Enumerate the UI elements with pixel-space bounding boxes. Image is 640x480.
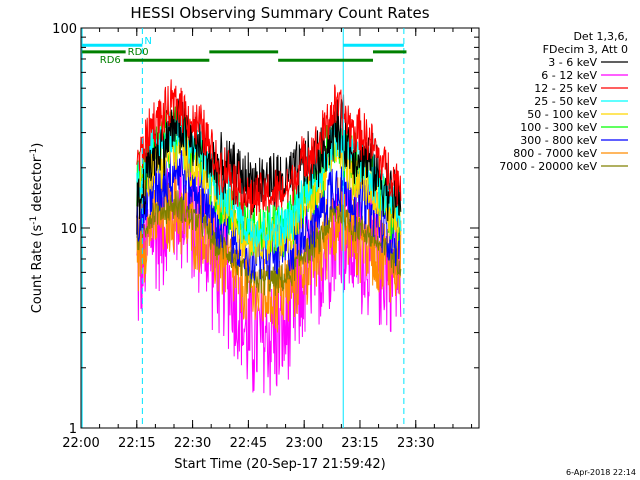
x-tick-label: 23:00 [285, 436, 322, 451]
legend-entry-label: 3 - 6 keV [548, 56, 597, 69]
x-axis-label: Start Time (20-Sep-17 21:59:42) [174, 457, 385, 472]
y-label-part3: ) [30, 143, 45, 148]
legend-entry-label: 300 - 800 keV [520, 134, 597, 147]
legend-header-2: FDecim 3, Att 0 [543, 43, 628, 56]
x-tick-label: 22:00 [62, 436, 99, 451]
series-layer [136, 79, 402, 396]
status-bar-label: RD6 [100, 55, 121, 66]
y-label-sup1: -1 [29, 216, 39, 225]
x-tick-label: 23:30 [397, 436, 434, 451]
legend-entry-label: 50 - 100 keV [527, 108, 597, 121]
status-bar-label: N [144, 36, 151, 47]
x-axis: 22:00 22:15 22:30 22:45 23:00 23:15 23:30 [62, 28, 473, 451]
y-label-part2: detector [30, 156, 45, 216]
y-label-sup2: -1 [29, 148, 39, 157]
footer-timestamp: 6-Apr-2018 22:14 [566, 468, 636, 477]
x-tick-label: 23:15 [341, 436, 378, 451]
y-axis: 1 10 100 [52, 22, 479, 437]
y-tick-label: 100 [52, 22, 77, 37]
y-tick-label: 1 [69, 422, 77, 437]
y-tick-label: 10 [60, 222, 77, 237]
legend-header-1: Det 1,3,6, [573, 30, 628, 43]
series-line [136, 79, 402, 219]
legend-entry-label: 12 - 25 keV [534, 82, 597, 95]
status-bar-label: RD0 [128, 47, 149, 58]
y-label-part1: Count Rate (s [30, 225, 45, 314]
legend-entry-label: 7000 - 20000 keV [499, 160, 597, 173]
x-tick-label: 22:30 [174, 436, 211, 451]
legend-entry-label: 100 - 300 keV [520, 121, 597, 134]
x-tick-label: 22:45 [230, 436, 267, 451]
legend-entry-label: 800 - 7000 keV [513, 147, 597, 160]
x-tick-label: 22:15 [118, 436, 155, 451]
legend-entry-label: 25 - 50 keV [534, 95, 597, 108]
chart-title: HESSI Observing Summary Count Rates [130, 4, 429, 22]
legend-entry-label: 6 - 12 keV [541, 69, 597, 82]
y-axis-label: Count Rate (s-1 detector-1) [29, 143, 45, 314]
